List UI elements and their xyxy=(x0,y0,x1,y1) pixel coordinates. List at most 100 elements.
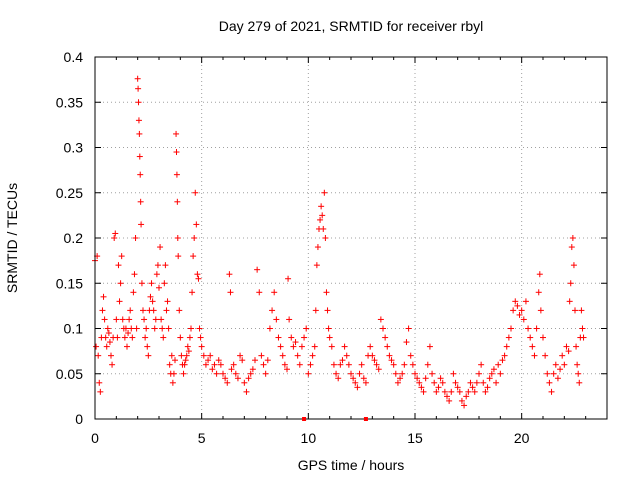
data-point xyxy=(319,212,326,219)
data-point xyxy=(579,325,586,332)
data-point xyxy=(578,307,585,314)
data-point xyxy=(422,375,429,382)
data-point xyxy=(127,307,134,314)
data-point xyxy=(164,298,171,305)
data-point xyxy=(574,361,581,368)
data-point xyxy=(213,370,220,377)
data-point xyxy=(488,370,495,377)
data-point xyxy=(133,325,140,332)
data-point xyxy=(424,361,431,368)
data-point xyxy=(142,334,149,341)
data-point xyxy=(482,388,489,395)
data-point xyxy=(373,361,380,368)
data-point xyxy=(305,370,312,377)
y-tick-label: 0.2 xyxy=(64,230,84,246)
data-point xyxy=(439,379,446,386)
data-point xyxy=(135,85,142,92)
data-point xyxy=(546,379,553,386)
data-point xyxy=(209,366,216,373)
data-point xyxy=(152,316,159,323)
data-point xyxy=(536,271,543,278)
data-point xyxy=(222,375,229,382)
data-point xyxy=(418,384,425,391)
data-point xyxy=(99,307,106,314)
data-point xyxy=(103,343,110,350)
data-point xyxy=(207,352,214,359)
data-point xyxy=(399,370,406,377)
data-point xyxy=(493,379,500,386)
data-point xyxy=(326,334,333,341)
data-point xyxy=(350,375,357,382)
data-point xyxy=(95,352,102,359)
data-point xyxy=(377,316,384,323)
data-point xyxy=(141,316,148,323)
data-point xyxy=(143,325,150,332)
data-point xyxy=(132,235,139,241)
data-point xyxy=(128,325,135,332)
data-point xyxy=(245,375,252,382)
data-point xyxy=(495,361,502,368)
data-point xyxy=(465,388,472,395)
data-point xyxy=(426,343,433,350)
data-point xyxy=(115,262,122,269)
data-point xyxy=(254,266,261,273)
data-point xyxy=(358,361,365,368)
data-point xyxy=(200,352,207,359)
data-point xyxy=(165,325,172,332)
data-point xyxy=(469,384,476,391)
data-point xyxy=(563,343,570,350)
data-point xyxy=(580,334,587,341)
data-point xyxy=(129,334,136,341)
data-point xyxy=(352,379,359,386)
data-point xyxy=(343,352,350,359)
data-point xyxy=(371,357,378,364)
data-point xyxy=(150,307,157,314)
data-point xyxy=(182,357,189,364)
data-point xyxy=(298,343,305,350)
data-point xyxy=(320,225,327,232)
data-point xyxy=(271,289,278,296)
data-point xyxy=(348,370,354,377)
data-point xyxy=(174,235,181,241)
data-point xyxy=(285,275,292,282)
data-point xyxy=(190,253,197,260)
data-point xyxy=(518,307,525,314)
data-point xyxy=(397,375,404,382)
data-point xyxy=(429,370,436,377)
data-point xyxy=(154,262,161,269)
data-point xyxy=(337,361,344,368)
data-point xyxy=(384,343,391,350)
data-point xyxy=(256,289,263,296)
data-point xyxy=(220,370,226,377)
x-axis-label: GPS time / hours xyxy=(298,457,405,473)
data-point xyxy=(323,289,330,296)
data-point xyxy=(211,361,218,368)
data-point xyxy=(178,352,185,359)
data-point xyxy=(575,370,582,377)
data-point xyxy=(570,262,577,269)
data-point xyxy=(525,325,532,332)
data-point xyxy=(527,334,534,341)
data-point xyxy=(568,244,575,251)
data-point xyxy=(512,298,519,305)
data-point xyxy=(456,388,463,395)
data-point xyxy=(403,339,410,346)
data-point xyxy=(490,366,497,373)
data-point xyxy=(390,361,397,368)
data-point xyxy=(576,379,583,386)
data-point xyxy=(168,352,175,359)
data-point xyxy=(501,352,508,359)
data-point xyxy=(186,334,193,341)
axis-ticks: 0 0.05 0.1 0.15 0.2 0.25 0.3 0.35 0.4 0 5 10 15 20 xyxy=(56,49,608,446)
data-point xyxy=(170,370,177,377)
data-point xyxy=(252,357,258,364)
data-point xyxy=(318,203,325,210)
data-point xyxy=(112,230,119,237)
data-point xyxy=(106,339,113,346)
data-point xyxy=(131,271,138,278)
y-tick-label: 0.3 xyxy=(64,140,84,156)
data-point xyxy=(119,316,126,323)
data-point xyxy=(450,370,457,377)
